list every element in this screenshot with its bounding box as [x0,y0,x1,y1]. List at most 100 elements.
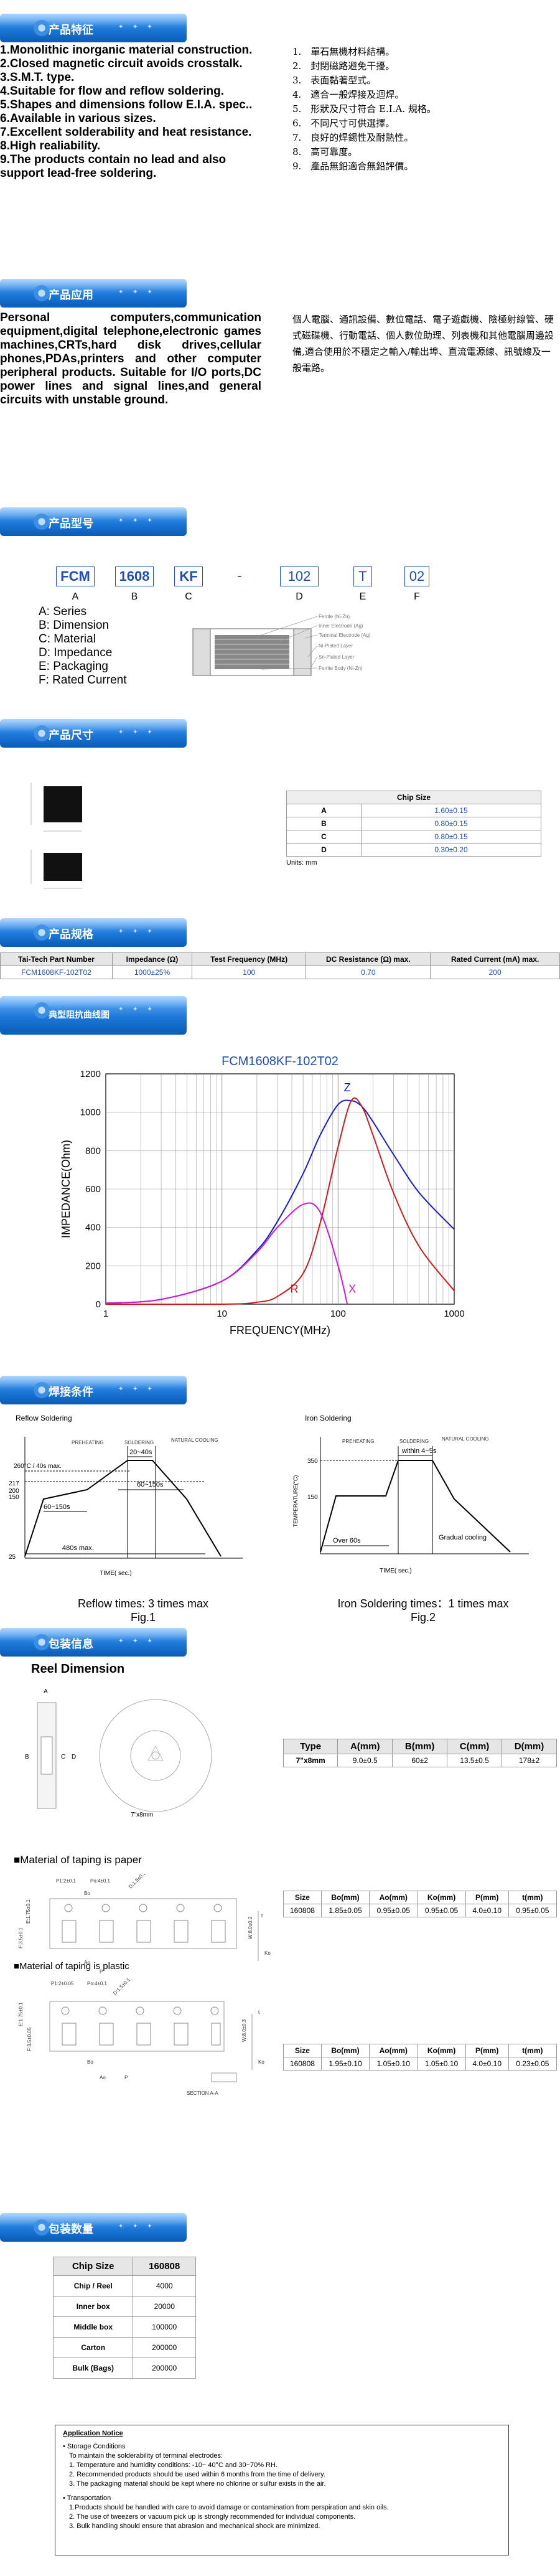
reel-cell: 13.5±0.5 [447,1754,503,1767]
x-tick-label: 1000 [444,1309,464,1319]
y-tick-label: 800 [85,1145,101,1156]
chart-grid [105,1073,455,1305]
units-note: Units: mm [286,859,317,867]
reel-cell: 60±2 [392,1754,448,1767]
reel-table: Type A(mm) B(mm) C(mm) D(mm) 7"x8mm 9.0±… [282,1739,557,1767]
plastic-cell: 1.95±0.10 [320,2057,370,2071]
iron-title: Iron Soldering [305,1414,352,1422]
sparkle-icon: ✦ ✦ ✦ [118,1638,156,1645]
banner-specs: 产品规格 ✦ ✦ ✦ [0,918,187,947]
tape-label: Ko [258,2059,264,2065]
legend-item: B: Dimension [39,619,109,632]
y-tick-label: 0 [96,1299,101,1310]
code-packaging: T [353,566,372,586]
chip-size-value: 1.60±0.15 [361,804,541,817]
callout-label: Ferrite Body (Ni-Zn) [319,665,363,671]
sparkle-icon: ✦ ✦ ✦ [118,1386,156,1393]
plastic-cell: 1.05±0.10 [369,2057,418,2071]
iron-caption-block: Iron Soldering times：1 times max Fig.2 [305,1597,541,1624]
reflow-label: 60~150s [44,1503,70,1511]
tape-label: D:1.5±0.1 [112,1977,131,1996]
plastic-header: Bo(mm) [320,2044,370,2057]
applications-en: Personal computers,communication equipme… [0,311,261,407]
y-tick-label: 1000 [80,1107,101,1118]
y-tick-label: 200 [85,1261,101,1271]
iron-label: Gradual cooling [439,1534,487,1541]
paper-title: ■Material of taping is paper [14,1854,142,1866]
reflow-tick: 217 [9,1480,19,1487]
tape-label: P1:2±0.1 [56,1878,77,1884]
iron-caption: Iron Soldering times：1 times max [337,1597,509,1610]
iron-y-axis: TEMPERATURE(°C) [292,1475,299,1527]
reflow-axis: TIME( sec.) [100,1570,132,1577]
notice-item: 3. Bulk handling should ensure that abra… [69,2522,320,2530]
reel-cell: 178±2 [502,1754,557,1767]
quantity-label: Middle box [52,2316,134,2338]
tape-label: Ao [84,1960,90,1965]
callout-label: Inner Electrode (Ag) [319,623,363,629]
tape-label: D:1.5±0.1 [128,1874,147,1889]
code-letter: E [359,591,366,602]
sparkle-icon: ✦ ✦ ✦ [118,928,156,935]
chart-x-label: FREQUENCY(MHz) [230,1324,330,1337]
chart-title: FCM1608KF-102T02 [222,1055,338,1068]
banner-typical: 典型阻抗曲线图 ✦ ✦ ✦ [0,996,187,1035]
tape-label: t [261,1913,263,1919]
feature-item: 1.Monolithic inorganic material construc… [0,44,253,57]
feature-item: 6.Available in various sizes. [0,112,156,125]
feature-item: 8.High realiability. [0,139,101,153]
part-number-legend: A: Series B: Dimension C: Material D: Im… [39,605,127,687]
notice-storage-title: • Storage Conditions [63,2443,126,2450]
plastic-cell: 1.05±0.10 [417,2057,466,2071]
series-line-r [105,1097,455,1305]
banner-features: 产品特征 ✦ ✦ ✦ [0,14,187,42]
chip-size-title: Chip Size [286,791,541,804]
feature-item-zh: 5. 形狀及尺寸符合 E.I.A. 規格。 [292,103,436,115]
gear-icon [34,1002,50,1018]
feature-item-zh: 6. 不同尺寸可供選擇。 [292,118,395,129]
tape-label: P [124,2075,128,2080]
sparkle-icon: ✦ ✦ ✦ [118,24,156,31]
code-dimension: 1608 [115,566,154,586]
quantity-table: Chip Size 160808 Chip / Reel 4000 Inner b… [52,2257,196,2379]
iron-label: within 4~5s [401,1447,437,1455]
reel-title: Reel Dimension [31,1662,125,1676]
banner-label: 产品尺寸 [49,729,93,741]
reel-header: A(mm) [337,1739,393,1754]
paper-tape-drawing: P1:2±0.1 Po:4±0.1 Bo D:1.5±0.1 Ao F:3.5±… [18,1874,271,1975]
series-label: R [291,1283,299,1295]
banner-packaging: 包装信息 ✦ ✦ ✦ [0,1628,187,1657]
callout-label: Sn-Plated Layer [319,654,355,660]
banner-soldering: 焊接条件 ✦ ✦ ✦ [0,1376,187,1404]
banner-label: 焊接条件 [49,1386,93,1398]
legend-item: A: Series [39,605,87,618]
tape-label: W:8.0±0.3 [241,2019,247,2042]
paper-cell: 0.95±0.05 [508,1904,558,1917]
reel-cell: 9.0±0.5 [337,1754,393,1767]
feature-item: 5.Shapes and dimensions follow E.I.A. sp… [0,98,253,111]
code-letter: D [296,591,303,602]
notice-item: 2. The use of tweezers or vacuum pick up… [69,2513,356,2521]
sparkle-icon: ✦ ✦ ✦ [118,289,156,296]
code-impedance: 102 [280,566,319,586]
feature-item-zh: 7. 良好的焊錫性及耐熱性。 [292,132,414,143]
plastic-cell: 160808 [283,2057,322,2071]
legend-item: C: Material [39,632,96,646]
quantity-value: 200000 [133,2357,196,2379]
plastic-table: Size Bo(mm) Ao(mm) Ko(mm) P(mm) t(mm) 16… [283,2044,558,2071]
spec-header: Test Frequency (MHz) [191,952,307,966]
code-letter: B [131,591,138,602]
reel-cell: 7"x8mm [282,1754,338,1767]
applications-zh: 個人電腦、通訊設備、數位電話、電子遊戲機、陰極射線管、硬式磁碟機、行動電話、個人… [292,314,554,374]
code-dash: - [237,568,242,583]
plastic-header: Ao(mm) [369,2044,418,2057]
application-notice: Application Notice • Storage Conditions … [55,2425,509,2555]
reflow-tick: 150 [9,1494,19,1501]
notice-storage-intro: To maintain the solderability of termina… [69,2452,223,2460]
spec-cell: 200 [430,966,560,979]
paper-header: Bo(mm) [320,1891,370,1904]
reel-caption: 7"x8mm [131,1812,153,1818]
quantity-label: Bulk (Bags) [52,2357,134,2379]
plastic-tape-drawing: P1:2±0.05 Po:4±0.1 D:1.5±0.1 E:1.75±0.1 … [18,1977,264,2096]
reel-letter: B [25,1754,29,1760]
